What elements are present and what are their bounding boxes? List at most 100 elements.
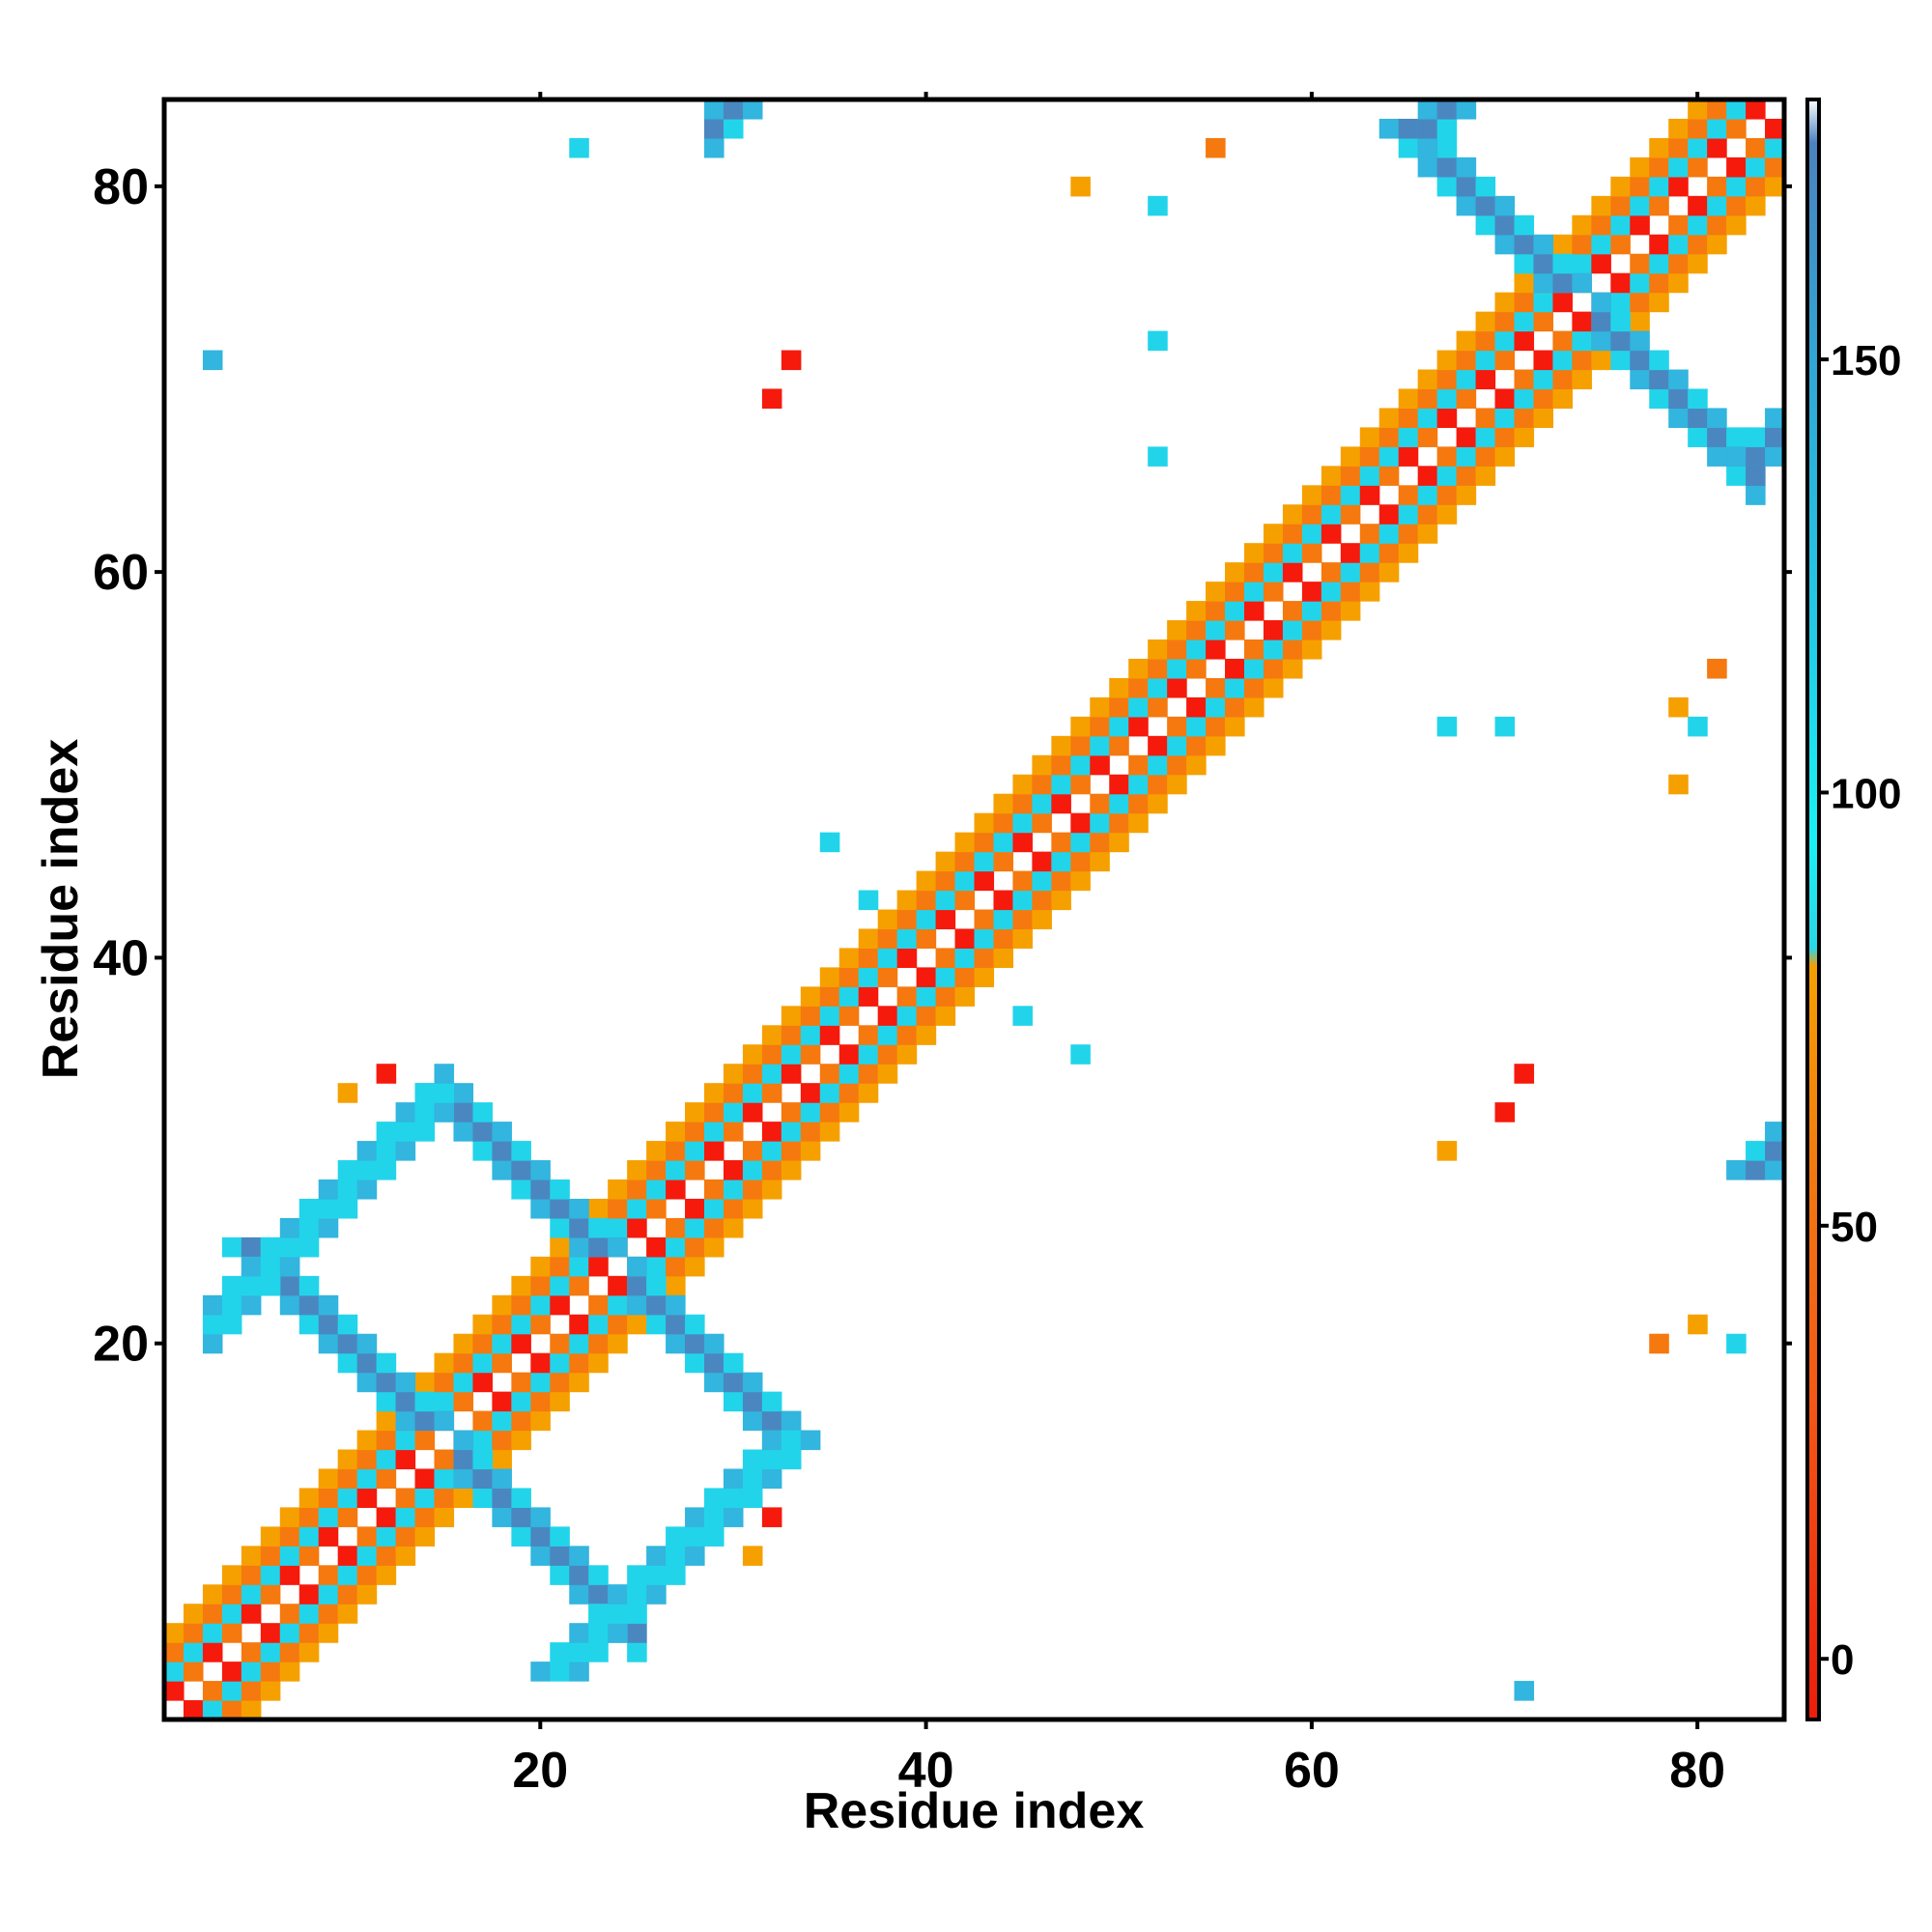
heatmap-cell [1630,176,1650,197]
heatmap-cell [781,1430,802,1451]
heatmap-cell [1436,1141,1458,1161]
heatmap-cell [453,1352,474,1374]
heatmap-cell [337,1488,358,1508]
heatmap-cell [337,1584,358,1605]
heatmap-cell [723,1372,744,1393]
heatmap-cell [550,1565,570,1585]
heatmap-cell [1726,214,1747,236]
heatmap-cell [569,1256,589,1277]
heatmap-cell [356,1160,378,1180]
heatmap-cell [318,1584,339,1605]
heatmap-cell [1475,427,1496,447]
heatmap-cell [260,1526,281,1547]
heatmap-cell [1206,696,1226,718]
heatmap-cell [1610,176,1631,197]
heatmap-cell [896,986,918,1007]
heatmap-cell [1436,504,1458,525]
heatmap-cell [896,1025,918,1045]
heatmap-cell [569,1372,589,1393]
heatmap-cell [1340,582,1361,602]
heatmap-cell [1688,408,1708,428]
heatmap-cell [569,1662,589,1682]
heatmap-cell [376,1064,397,1084]
heatmap-cell [1436,369,1458,390]
heatmap-cell [761,1449,782,1470]
heatmap-cell [1051,832,1071,853]
heatmap-cell [838,1006,860,1026]
heatmap-cell [896,1006,918,1026]
heatmap-cell [1494,330,1516,352]
heatmap-cell [1668,214,1689,236]
heatmap-cell [337,1083,358,1103]
heatmap-cell [492,1352,512,1374]
heatmap-cell [646,1294,667,1316]
heatmap-cell [298,1546,320,1566]
heatmap-cell [1359,446,1380,467]
heatmap-cell [376,1449,397,1470]
heatmap-cell [1417,99,1438,120]
heatmap-cell [298,1507,320,1527]
heatmap-cell [492,1314,512,1335]
heatmap-cell [916,1025,937,1045]
heatmap-cell [858,1064,879,1084]
heatmap-cell [1090,832,1110,853]
heatmap-cell [704,1141,724,1161]
heatmap-cell [896,890,918,911]
heatmap-cell [1051,890,1071,911]
heatmap-cell [1726,466,1747,486]
heatmap-cell [1630,369,1650,390]
heatmap-cell [646,1256,667,1277]
heatmap-cell [1610,234,1631,255]
heatmap-cell [241,1294,262,1316]
heatmap-cell [1572,350,1592,371]
heatmap-cell [1707,99,1727,120]
heatmap-cell [318,1468,339,1490]
heatmap-cell [279,1642,300,1662]
heatmap-cell [1321,504,1342,525]
heatmap-cell [819,832,840,853]
heatmap-cell [1263,524,1284,544]
heatmap-cell [877,948,898,968]
heatmap-cell [1765,1141,1785,1161]
heatmap-cell [1128,716,1149,737]
heatmap-cell [569,1565,589,1585]
heatmap-cell [356,1372,378,1393]
heatmap-cell [1148,774,1168,795]
heatmap-cell [414,1391,436,1412]
heatmap-cell [1649,234,1669,255]
heatmap-cell [1572,214,1592,236]
heatmap-cell [241,1604,262,1624]
heatmap-cell [1668,234,1689,255]
heatmap-cell [279,1546,300,1566]
heatmap-cell [1398,504,1419,525]
heatmap-cell [356,1526,378,1547]
heatmap-cell [1167,658,1187,679]
heatmap-cell [1436,156,1458,178]
heatmap-cell [819,1083,840,1103]
heatmap-cell [202,1642,223,1662]
heatmap-cell [1707,658,1727,679]
heatmap-cell [550,1256,570,1277]
heatmap-cell [472,1141,493,1161]
heatmap-cell [1630,156,1650,178]
heatmap-cell [742,1160,763,1180]
heatmap-cell [1090,696,1110,718]
heatmap-cell [1475,369,1496,390]
heatmap-cell [1552,330,1573,352]
heatmap-cell [1148,677,1168,698]
heatmap-cell [877,967,898,987]
heatmap-cell [1746,99,1766,120]
heatmap-cell [1456,195,1477,216]
heatmap-cell [298,1198,320,1219]
heatmap-cell [1321,562,1342,582]
heatmap-cell [627,1565,647,1585]
heatmap-cell [1552,253,1573,274]
heatmap-cell [723,1083,744,1103]
heatmap-cell [742,1102,763,1122]
heatmap-cell [1707,234,1727,255]
heatmap-cell [877,1044,898,1065]
heatmap-cell [954,870,976,892]
x-tick-label: 40 [898,1743,954,1799]
x-tick-label: 60 [1284,1743,1340,1799]
heatmap-cell [1398,388,1419,410]
